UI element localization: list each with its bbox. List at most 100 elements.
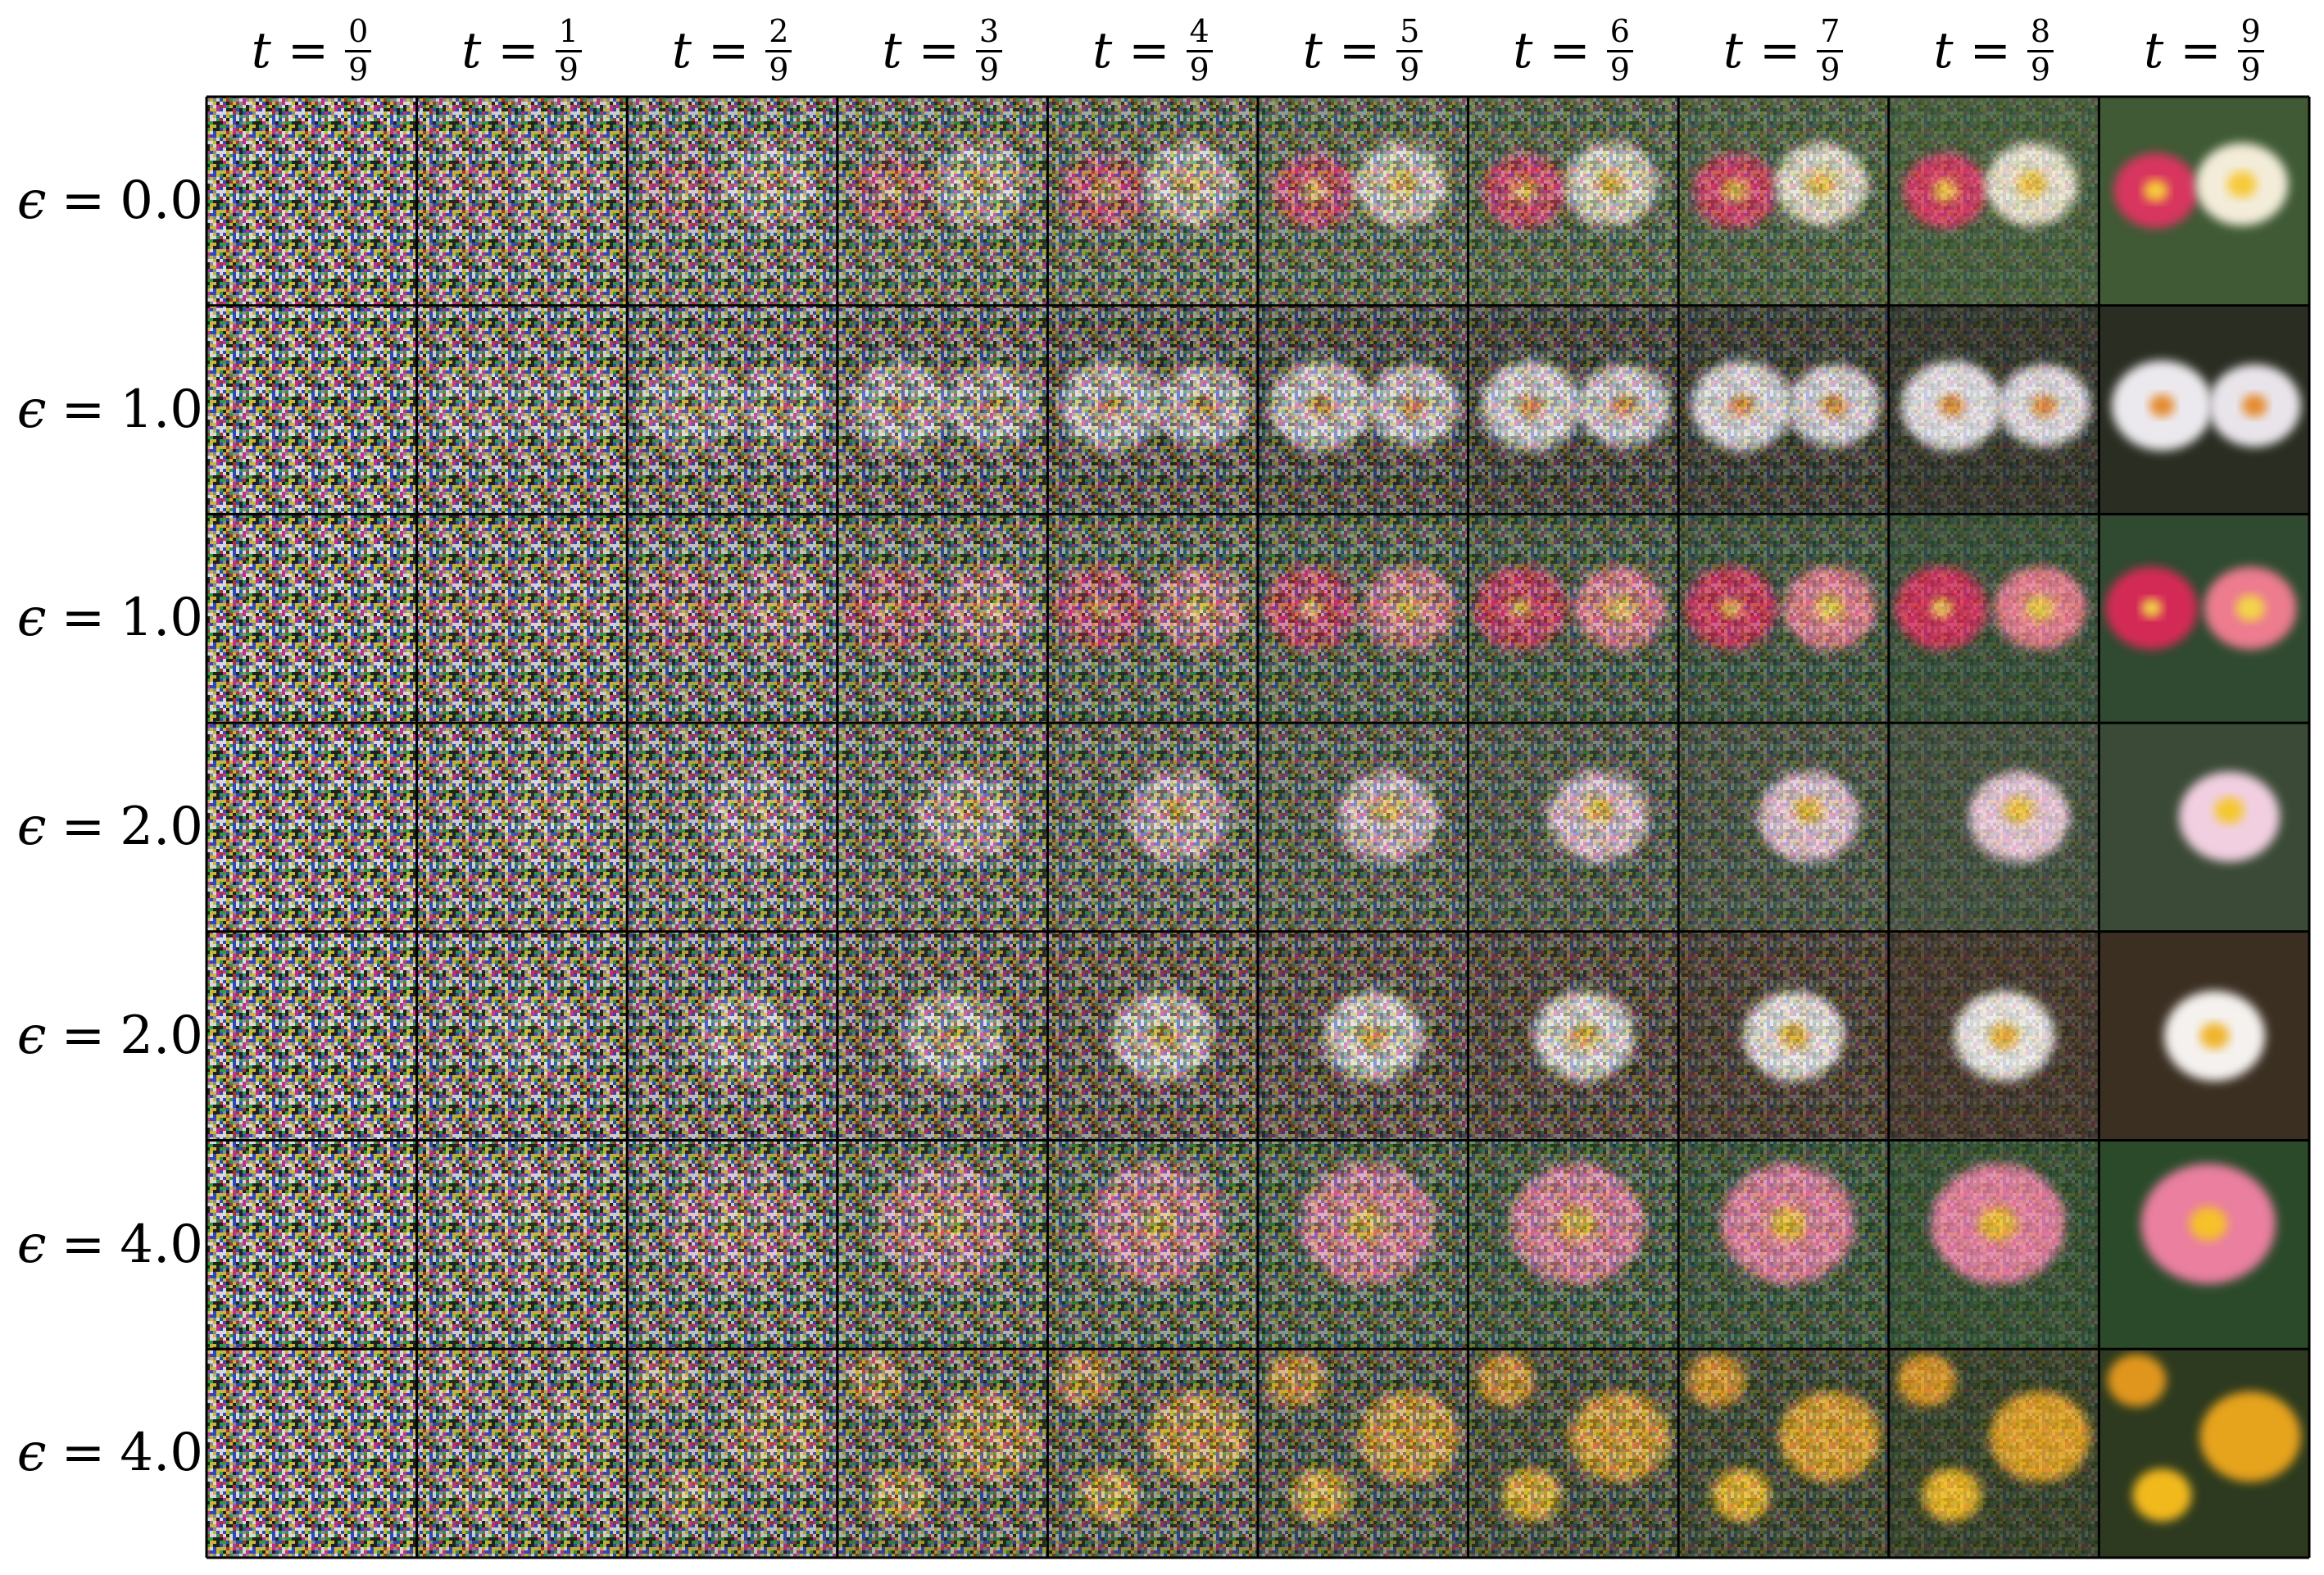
grid-cell	[2099, 305, 2309, 515]
noise-overlay	[627, 1140, 837, 1350]
row-header-4: ϵ = 2.0	[0, 932, 203, 1140]
noise-overlay	[1678, 305, 1889, 515]
epsilon-value: 4.0	[120, 1423, 203, 1484]
noise-overlay	[1047, 97, 1258, 306]
noise-overlay	[1468, 1349, 1679, 1558]
equals-sign: =	[287, 22, 329, 79]
epsilon-variable: ϵ	[16, 379, 47, 440]
fraction-numerator: 1	[558, 12, 579, 49]
noise-overlay	[1888, 931, 2099, 1141]
noise-overlay	[416, 931, 628, 1141]
noise-overlay	[1888, 514, 2099, 724]
fraction-numerator: 6	[1609, 12, 1630, 49]
epsilon-variable: ϵ	[16, 170, 47, 231]
noise-overlay	[1047, 723, 1258, 932]
noise-overlay	[1047, 514, 1258, 724]
noise-overlay	[207, 514, 417, 724]
grid-cell	[627, 1140, 837, 1350]
noise-overlay	[207, 305, 417, 515]
noise-overlay	[1258, 97, 1468, 306]
grid-cell	[837, 514, 1048, 724]
fraction-denominator: 9	[769, 51, 789, 88]
noise-overlay	[1258, 1349, 1468, 1558]
noise-overlay	[627, 514, 837, 724]
fraction-bar	[1396, 49, 1423, 52]
time-variable: t	[1513, 22, 1533, 79]
time-variable: t	[461, 22, 482, 79]
equals-sign: =	[1128, 22, 1170, 79]
grid-cell	[627, 305, 837, 515]
equals-sign: =	[61, 379, 106, 440]
time-variable: t	[1092, 22, 1113, 79]
grid-cell	[1047, 1349, 1258, 1558]
fraction-numerator: 0	[348, 12, 369, 49]
grid-cell	[1468, 723, 1679, 932]
fraction-denominator: 9	[1189, 51, 1210, 88]
noise-overlay	[1468, 305, 1679, 515]
equals-sign: =	[497, 22, 539, 79]
grid-cell	[1678, 1349, 1889, 1558]
fraction-bar	[2027, 49, 2054, 52]
fraction-bar	[1817, 49, 1844, 52]
noise-overlay	[1258, 931, 1468, 1141]
grid-cell	[1468, 1140, 1679, 1350]
noise-overlay	[627, 1349, 837, 1558]
grid-cell	[1468, 97, 1679, 306]
row-header-3: ϵ = 2.0	[0, 723, 203, 931]
fraction-denominator: 9	[2240, 51, 2261, 88]
fraction-denominator: 9	[1609, 51, 1630, 88]
flower-shape	[2199, 1391, 2301, 1482]
equals-sign: =	[61, 1214, 106, 1275]
equals-sign: =	[1338, 22, 1381, 79]
noise-overlay	[837, 723, 1048, 932]
noise-overlay	[1047, 305, 1258, 515]
column-header-1: t = 1 9	[417, 8, 627, 93]
grid-cell	[1888, 723, 2099, 932]
time-variable: t	[1723, 22, 1744, 79]
noise-overlay	[1678, 514, 1889, 724]
row-header-5: ϵ = 4.0	[0, 1141, 203, 1349]
grid-cell	[627, 514, 837, 724]
grid-cell	[1047, 931, 1258, 1141]
epsilon-value: 1.0	[120, 588, 203, 649]
grid-cell	[1258, 931, 1468, 1141]
epsilon-value: 2.0	[120, 1005, 203, 1066]
grid-cell	[627, 97, 837, 306]
fraction-bar	[765, 49, 792, 52]
flower-shape	[2241, 394, 2267, 417]
flower-shape	[2226, 170, 2257, 198]
flower-shape	[2143, 179, 2169, 202]
noise-overlay	[1258, 305, 1468, 515]
fraction-denominator: 9	[558, 51, 579, 88]
grid-cell	[1888, 1349, 2099, 1558]
noise-overlay	[837, 1140, 1048, 1350]
time-variable: t	[1302, 22, 1323, 79]
grid-cell	[1047, 723, 1258, 932]
grid-cell	[2099, 97, 2309, 306]
grid-cell	[2099, 1140, 2309, 1350]
noise-overlay	[837, 97, 1048, 306]
epsilon-variable: ϵ	[16, 1214, 47, 1275]
grid-cell	[207, 514, 417, 724]
grid-cell	[416, 514, 628, 724]
grid-cell	[416, 931, 628, 1141]
fraction-bar	[975, 49, 1003, 52]
grid-cell	[1258, 723, 1468, 932]
time-variable: t	[1933, 22, 1954, 79]
row-header-6: ϵ = 4.0	[0, 1349, 203, 1557]
noise-overlay	[1888, 1349, 2099, 1558]
equals-sign: =	[61, 170, 106, 231]
grid-cell	[837, 1349, 1048, 1558]
epsilon-value: 0.0	[120, 170, 203, 231]
grid-cell	[1047, 97, 1258, 306]
grid-cell	[1468, 931, 1679, 1141]
noise-overlay	[837, 931, 1048, 1141]
noise-overlay	[207, 723, 417, 932]
